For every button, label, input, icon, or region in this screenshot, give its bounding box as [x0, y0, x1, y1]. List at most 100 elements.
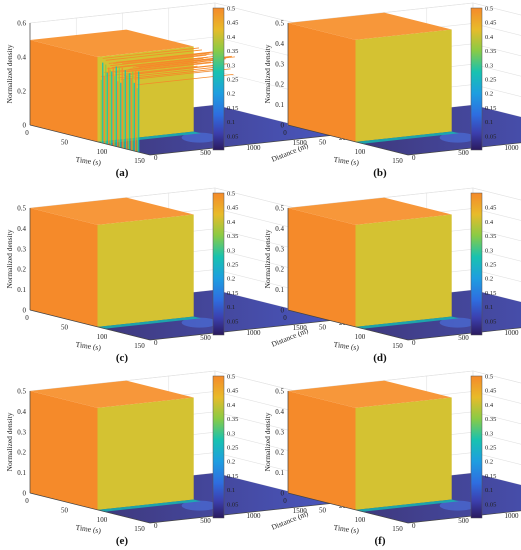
- plateau-front-face: [288, 391, 356, 510]
- z-tick-label: 0.4: [275, 40, 284, 48]
- x-tick-label: 0: [25, 314, 29, 322]
- plateau-drop-face: [97, 214, 194, 327]
- z-tick-label: 0.5: [17, 205, 26, 213]
- z-tick-label: 0.2: [17, 88, 26, 96]
- panel-label: (f): [375, 535, 386, 547]
- plateau-drop-face: [97, 397, 194, 510]
- surface-wave: [439, 500, 476, 511]
- x-axis: [29, 309, 151, 341]
- x-axis: [29, 124, 151, 156]
- x-tick-label: 50: [61, 138, 69, 146]
- x-tick-label: 50: [61, 323, 69, 331]
- colorbar-tick-label: 0.15: [227, 105, 238, 112]
- plateau-top-face: [288, 12, 452, 40]
- z-tick-label: 0.5: [275, 20, 284, 28]
- transition-band: [355, 499, 459, 512]
- colorbar-tick-label: 0.35: [227, 48, 238, 55]
- plateau-front-face: [30, 391, 98, 510]
- y-axis: [407, 142, 521, 156]
- x-axis-label: Time (s): [75, 155, 102, 168]
- z-tick-label: 0.2: [275, 449, 284, 457]
- colorbar-tick-label: 0.45: [227, 20, 238, 27]
- x-tick-label: 150: [134, 342, 145, 350]
- colorbar-tick-label: 0.4: [227, 219, 236, 226]
- colorbar-tick-label: 0.25: [227, 262, 238, 269]
- plateau-drop-face: [355, 214, 452, 327]
- x-tick-label: 150: [134, 157, 145, 165]
- x-tick-label: 100: [97, 333, 108, 341]
- z-tick-label: 0.6: [17, 20, 26, 28]
- panel-label: (a): [116, 167, 129, 179]
- y-tick-label: 500: [458, 517, 469, 525]
- oscillation-top: [114, 61, 211, 73]
- colorbar-tick-label: 0.3: [485, 62, 493, 69]
- colorbar-tick-label: 0.35: [485, 48, 496, 55]
- x-axis: [287, 309, 409, 341]
- oscillation-top: [105, 49, 202, 61]
- oscillation-top: [131, 63, 228, 75]
- colorbar: [212, 192, 225, 336]
- x-tick-label: 100: [355, 333, 366, 341]
- x-tick-label: 0: [283, 497, 287, 505]
- colorbar-tick-label: 0.25: [485, 445, 496, 452]
- oscillation-top: [107, 57, 204, 70]
- colorbar-tick-label: 0.3: [485, 247, 493, 254]
- panel-label: (c): [116, 352, 129, 364]
- x-axis-label: Time (s): [75, 340, 102, 353]
- z-tick-label: 0.1: [275, 101, 284, 109]
- x-tick-label: 0: [283, 314, 287, 322]
- surface-wave: [181, 317, 218, 328]
- x-tick-label: 0: [25, 497, 29, 505]
- y-axis-label: Distance (m): [270, 509, 310, 532]
- y-tick-label: 1000: [247, 144, 262, 152]
- x-tick-label: 150: [134, 525, 145, 533]
- panel-b: 00.10.20.30.40.5050100150050010001500200…: [263, 2, 521, 179]
- colorbar-tick-label: 0.25: [227, 77, 238, 84]
- surface-wave: [181, 132, 218, 143]
- z-tick-label: 0.1: [17, 286, 26, 294]
- z-axis-label: Normalized density: [5, 229, 14, 288]
- y-axis: [149, 319, 336, 341]
- panel-label: (d): [373, 352, 387, 364]
- colorbar-tick-label: 0.45: [485, 20, 496, 27]
- colorbar: [470, 192, 483, 336]
- oscillation-top: [119, 51, 216, 63]
- colorbar-tick-label: 0.25: [227, 445, 238, 452]
- plateau-top-face: [30, 197, 194, 225]
- colorbar: [212, 7, 225, 151]
- x-axis-label: Time (s): [333, 340, 360, 353]
- colorbar-tick-label: 0.35: [485, 416, 496, 423]
- colorbar-tick-label: 0.15: [485, 473, 496, 480]
- colorbar-tick-label: 0.2: [485, 459, 493, 466]
- x-tick-label: 150: [392, 525, 403, 533]
- plateau-top-face: [30, 29, 194, 57]
- oscillation-top: [113, 52, 210, 64]
- x-tick-label: 100: [97, 148, 108, 156]
- colorbar-tick-label: 0.3: [227, 247, 235, 254]
- y-tick-label: 1000: [505, 329, 520, 337]
- y-axis: [407, 327, 521, 341]
- z-tick-label: 0.5: [275, 388, 284, 396]
- panel-label: (e): [116, 535, 129, 547]
- z-tick-label: 0.1: [275, 286, 284, 294]
- z-tick-label: 0.3: [17, 428, 26, 436]
- colorbar-tick-label: 0.3: [227, 62, 235, 69]
- y-axis: [407, 510, 521, 524]
- colorbar-tick-label: 0.3: [485, 430, 493, 437]
- colorbar-tick-label: 0.5: [227, 6, 235, 13]
- z-axis-label: Normalized density: [263, 229, 272, 288]
- oscillation-top: [117, 67, 214, 79]
- oscillation-top: [123, 64, 220, 76]
- x-axis: [287, 492, 409, 524]
- colorbar-tick-label: 0.4: [485, 219, 494, 226]
- y-tick-label: 1000: [505, 144, 520, 152]
- x-tick-label: 0: [283, 129, 287, 137]
- colorbar-tick-label: 0.4: [485, 34, 494, 41]
- z-tick-label: 0.4: [275, 408, 284, 416]
- oscillation-top: [110, 54, 207, 67]
- y-tick-label: 0: [154, 522, 158, 530]
- z-tick-label: 0.4: [17, 225, 26, 233]
- colorbar-tick-label: 0.2: [227, 276, 235, 283]
- z-tick-label: 0.5: [275, 205, 284, 213]
- z-tick-label: 0.3: [275, 428, 284, 436]
